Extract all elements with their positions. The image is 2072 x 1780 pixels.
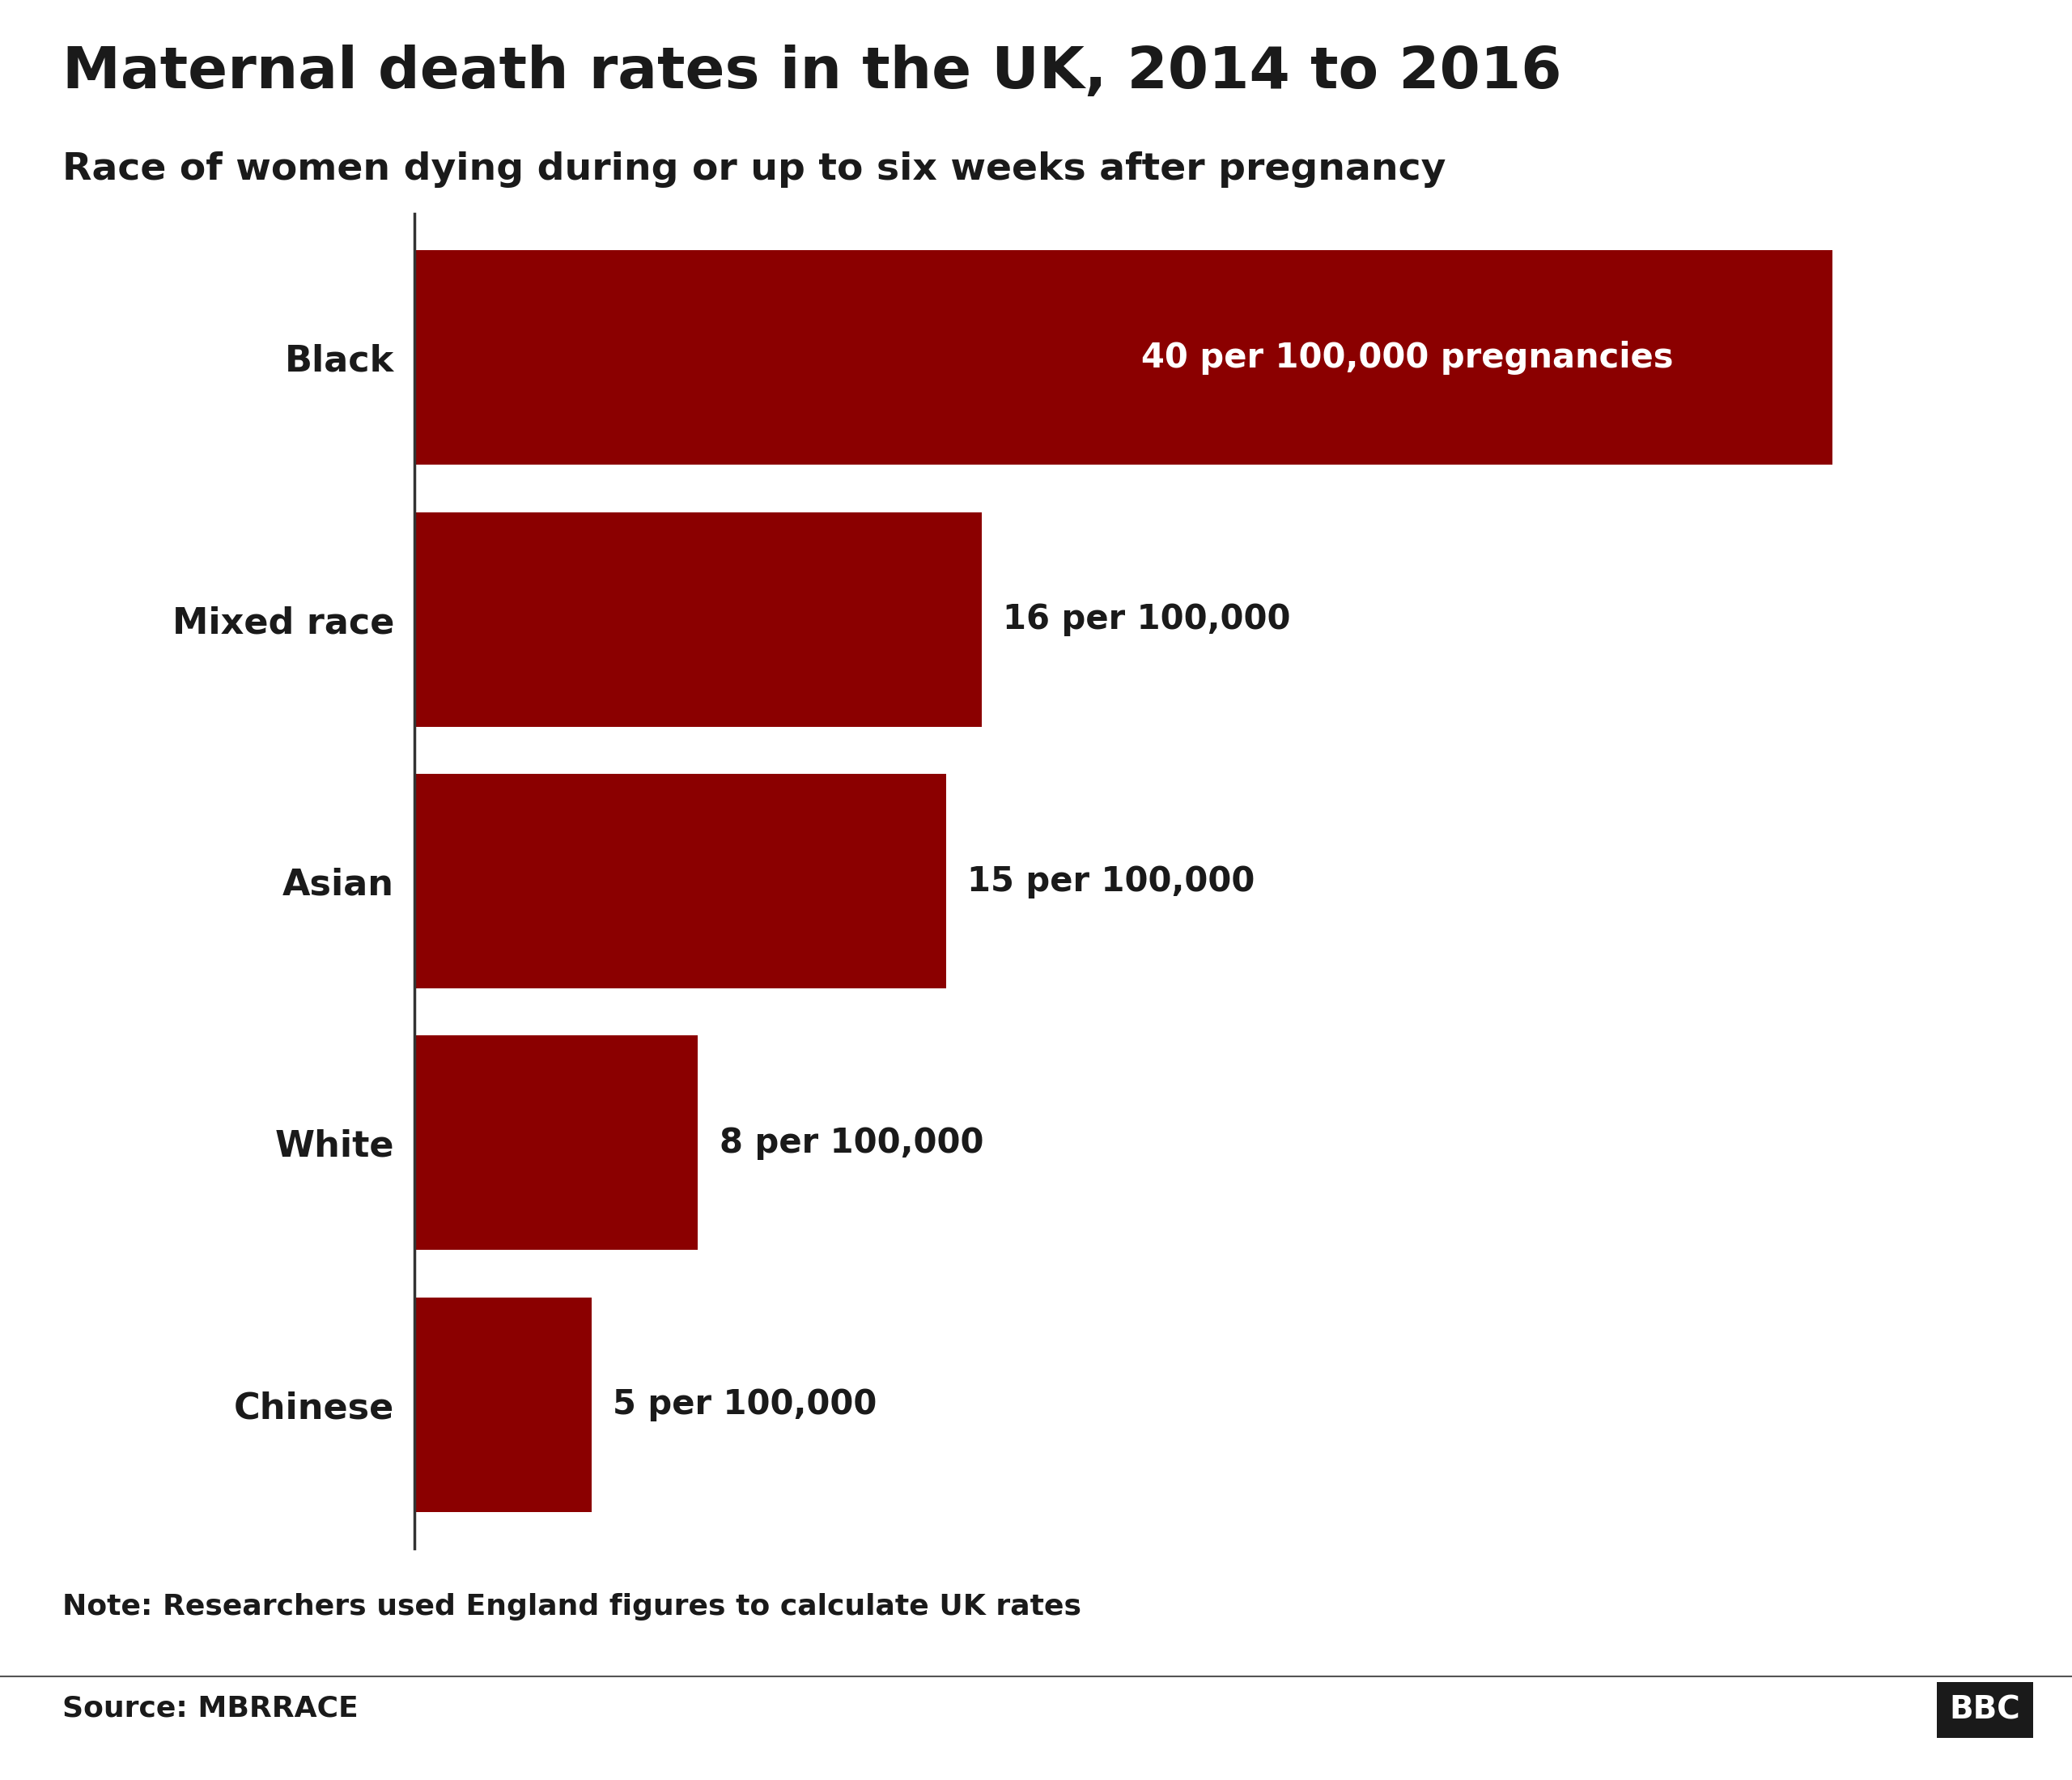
Text: 40 per 100,000 pregnancies: 40 per 100,000 pregnancies	[1142, 340, 1674, 374]
Bar	[414, 251, 1832, 465]
Text: BBC: BBC	[1950, 1695, 2020, 1725]
Text: 16 per 100,000: 16 per 100,000	[1003, 602, 1291, 635]
Bar	[414, 1036, 698, 1250]
Text: 8 per 100,000: 8 per 100,000	[719, 1127, 984, 1161]
Text: 15 per 100,000: 15 per 100,000	[968, 863, 1256, 899]
Text: 5 per 100,000: 5 per 100,000	[613, 1388, 876, 1422]
Text: Note: Researchers used England figures to calculate UK rates: Note: Researchers used England figures t…	[62, 1593, 1082, 1620]
Bar	[414, 774, 947, 988]
Text: Maternal death rates in the UK, 2014 to 2016: Maternal death rates in the UK, 2014 to …	[62, 44, 1562, 100]
Text: Race of women dying during or up to six weeks after pregnancy: Race of women dying during or up to six …	[62, 151, 1446, 187]
Bar	[414, 513, 982, 726]
Text: Source: MBRRACE: Source: MBRRACE	[62, 1695, 358, 1721]
Bar	[414, 1298, 593, 1511]
